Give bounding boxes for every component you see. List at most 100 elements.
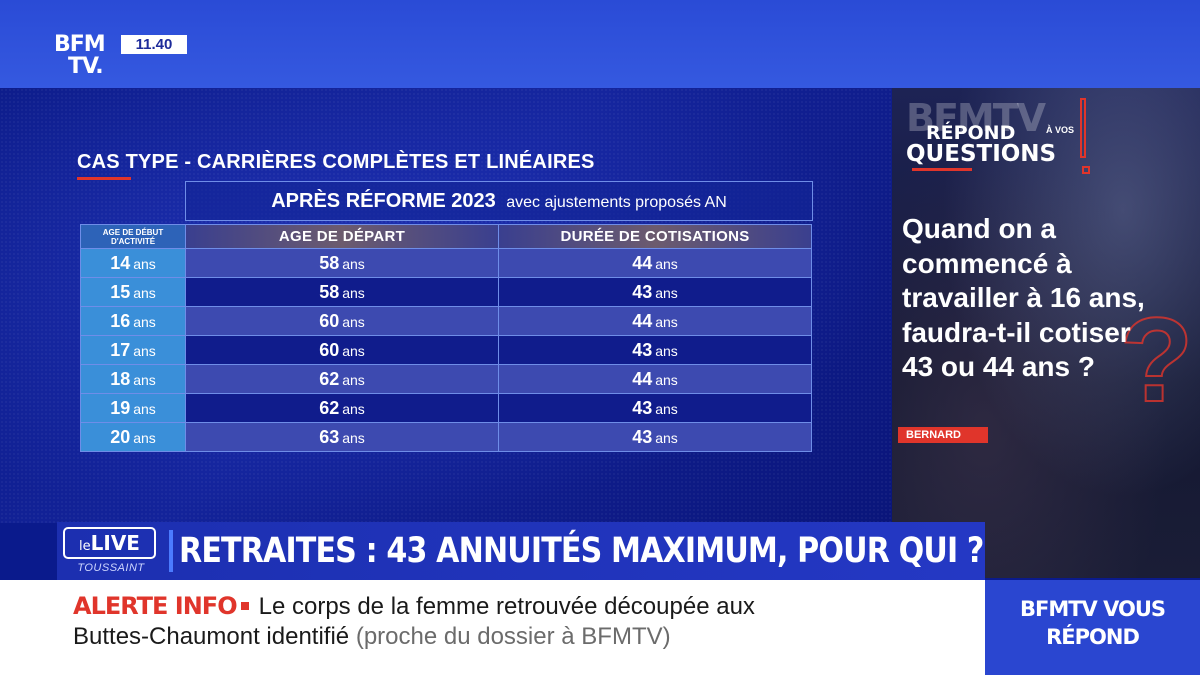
departure-age-cell: 63 ans bbox=[185, 422, 499, 452]
departure-age-cell-value: 60 bbox=[319, 339, 340, 360]
reform-header-strong: APRÈS RÉFORME 2023 bbox=[271, 190, 496, 212]
table-row: 18 ans 62 ans 44 ans bbox=[80, 364, 812, 394]
contribution-cell-unit: ans bbox=[655, 400, 678, 417]
table-row: 14 ans 58 ans 44 ans bbox=[80, 248, 812, 278]
question-a-vos: À VOS bbox=[1046, 125, 1075, 135]
contribution-cell-unit: ans bbox=[655, 371, 678, 388]
headline: RETRAITES : 43 ANNUITÉS MAXIMUM, POUR QU… bbox=[179, 531, 984, 571]
ticker-text-2: Buttes-Chaumont identifié bbox=[73, 623, 350, 650]
start-age-cell: 19 ans bbox=[80, 393, 186, 423]
departure-age-cell-value: 63 bbox=[319, 426, 340, 447]
departure-age-cell: 58 ans bbox=[185, 248, 499, 278]
start-age-cell: 20 ans bbox=[80, 422, 186, 452]
contribution-cell-value: 43 bbox=[632, 397, 653, 418]
ticker-promo-line-1: BFMTV VOUS bbox=[1019, 597, 1166, 621]
table-row: 19 ans 62 ans 43 ans bbox=[80, 393, 812, 423]
exclamation-shape bbox=[1080, 98, 1086, 158]
start-age-cell-unit: ans bbox=[133, 284, 156, 301]
age-start-header: AGE DE DÉBUT D'ACTIVITÉ bbox=[80, 224, 186, 249]
start-age-cell-value: 15 bbox=[110, 281, 131, 302]
start-age-cell-value: 19 bbox=[110, 397, 131, 418]
contribution-cell: 44 ans bbox=[498, 306, 812, 336]
live-badge: leLIVE bbox=[63, 527, 156, 559]
ticker-promo: BFMTV VOUS RÉPOND bbox=[985, 580, 1200, 675]
graphic-title: CAS TYPE - CARRIÈRES COMPLÈTES ET LINÉAI… bbox=[77, 151, 595, 173]
contribution-cell-unit: ans bbox=[655, 342, 678, 359]
departure-age-header: AGE DE DÉPART bbox=[185, 224, 499, 249]
start-age-cell: 18 ans bbox=[80, 364, 186, 394]
logo-text-bottom: TV. bbox=[68, 54, 104, 79]
contribution-cell-value: 44 bbox=[632, 310, 653, 331]
departure-age-cell-value: 58 bbox=[319, 281, 340, 302]
age-start-header-line2: D'ACTIVITÉ bbox=[110, 236, 156, 246]
ticker-source: (proche du dossier à BFMTV) bbox=[355, 623, 671, 650]
contribution-cell: 44 ans bbox=[498, 364, 812, 394]
retirement-table: AGE DE DÉBUT D'ACTIVITÉ AGE DE DÉPART DU… bbox=[80, 224, 812, 452]
question-mark-icon: ? bbox=[1119, 293, 1194, 427]
viewer-question: Quand on a commencé à travailler à 16 an… bbox=[902, 213, 1145, 382]
departure-age-cell-value: 62 bbox=[319, 397, 340, 418]
start-age-cell-unit: ans bbox=[133, 400, 156, 417]
table-body: 14 ans 58 ans 44 ans 15 ans 58 ans 43 ans 16 ans 60 ans… bbox=[80, 248, 812, 452]
contribution-cell: 43 ans bbox=[498, 277, 812, 307]
ticker-line-2: Buttes-Chaumont identifié (proche du dos… bbox=[73, 623, 671, 651]
headline-band: leLIVE TOUSSAINT RETRAITES : 43 ANNUITÉS… bbox=[57, 522, 985, 580]
contribution-header: DURÉE DE COTISATIONS bbox=[498, 224, 812, 249]
departure-age-cell-value: 58 bbox=[319, 252, 340, 273]
table-row: 15 ans 58 ans 43 ans bbox=[80, 277, 812, 307]
contribution-cell-value: 43 bbox=[632, 339, 653, 360]
departure-age-cell: 62 ans bbox=[185, 393, 499, 423]
exclamation-dot bbox=[1082, 166, 1090, 174]
question-repond: RÉPOND bbox=[926, 122, 1016, 144]
question-questions: QUESTIONS bbox=[906, 141, 1057, 167]
contribution-cell-value: 44 bbox=[632, 368, 653, 389]
reform-header-light: avec ajustements proposés AN bbox=[506, 194, 727, 211]
contribution-cell-unit: ans bbox=[655, 255, 678, 272]
contribution-cell-value: 44 bbox=[632, 252, 653, 273]
contribution-cell: 43 ans bbox=[498, 422, 812, 452]
start-age-cell-unit: ans bbox=[133, 429, 156, 446]
start-age-cell-unit: ans bbox=[133, 313, 156, 330]
start-age-cell: 15 ans bbox=[80, 277, 186, 307]
start-age-cell-unit: ans bbox=[133, 371, 156, 388]
question-red-line bbox=[912, 168, 972, 171]
start-age-cell: 16 ans bbox=[80, 306, 186, 336]
question-brand-ghost: BFMTV bbox=[906, 96, 1046, 140]
start-age-cell-value: 20 bbox=[110, 426, 131, 447]
table-row: 17 ans 60 ans 43 ans bbox=[80, 335, 812, 365]
table-row: 20 ans 63 ans 43 ans bbox=[80, 422, 812, 452]
start-age-cell-value: 17 bbox=[110, 339, 131, 360]
contribution-cell: 43 ans bbox=[498, 335, 812, 365]
graphic-panel: CAS TYPE - CARRIÈRES COMPLÈTES ET LINÉAI… bbox=[0, 88, 892, 523]
departure-age-cell-unit: ans bbox=[342, 313, 365, 330]
contribution-cell-value: 43 bbox=[632, 281, 653, 302]
live-badge-le: le bbox=[79, 539, 91, 554]
departure-age-cell: 62 ans bbox=[185, 364, 499, 394]
logo-text-top: BFM bbox=[54, 32, 106, 57]
departure-age-cell-unit: ans bbox=[342, 342, 365, 359]
departure-age-cell-unit: ans bbox=[342, 255, 365, 272]
contribution-cell: 43 ans bbox=[498, 393, 812, 423]
alert-label: ALERTE INFO bbox=[73, 592, 238, 620]
live-subtitle: TOUSSAINT bbox=[77, 562, 145, 574]
departure-age-cell-unit: ans bbox=[342, 284, 365, 301]
contribution-cell-unit: ans bbox=[655, 313, 678, 330]
ticker-promo-line-2: RÉPOND bbox=[1046, 625, 1140, 649]
departure-age-cell-unit: ans bbox=[342, 429, 365, 446]
bfmtv-logo: BFM TV. bbox=[54, 34, 118, 78]
departure-age-cell: 60 ans bbox=[185, 335, 499, 365]
ticker-text-1: Le corps de la femme retrouvée découpée … bbox=[258, 593, 755, 620]
start-age-cell: 17 ans bbox=[80, 335, 186, 365]
question-author-badge: BERNARD bbox=[898, 427, 988, 443]
title-underline bbox=[77, 177, 131, 180]
live-badge-live: LIVE bbox=[90, 531, 140, 555]
question-panel: BFMTV RÉPOND À VOS QUESTIONS ? Quand on … bbox=[892, 88, 1200, 578]
clock: 11.40 bbox=[121, 35, 187, 54]
top-band bbox=[0, 0, 1200, 88]
alert-dot-icon bbox=[240, 602, 249, 610]
news-ticker: ALERTE INFO Le corps de la femme retrouvé… bbox=[0, 580, 985, 675]
departure-age-cell-value: 62 bbox=[319, 368, 340, 389]
start-age-cell-value: 14 bbox=[110, 252, 131, 273]
contribution-cell-unit: ans bbox=[655, 284, 678, 301]
start-age-cell-value: 16 bbox=[110, 310, 131, 331]
